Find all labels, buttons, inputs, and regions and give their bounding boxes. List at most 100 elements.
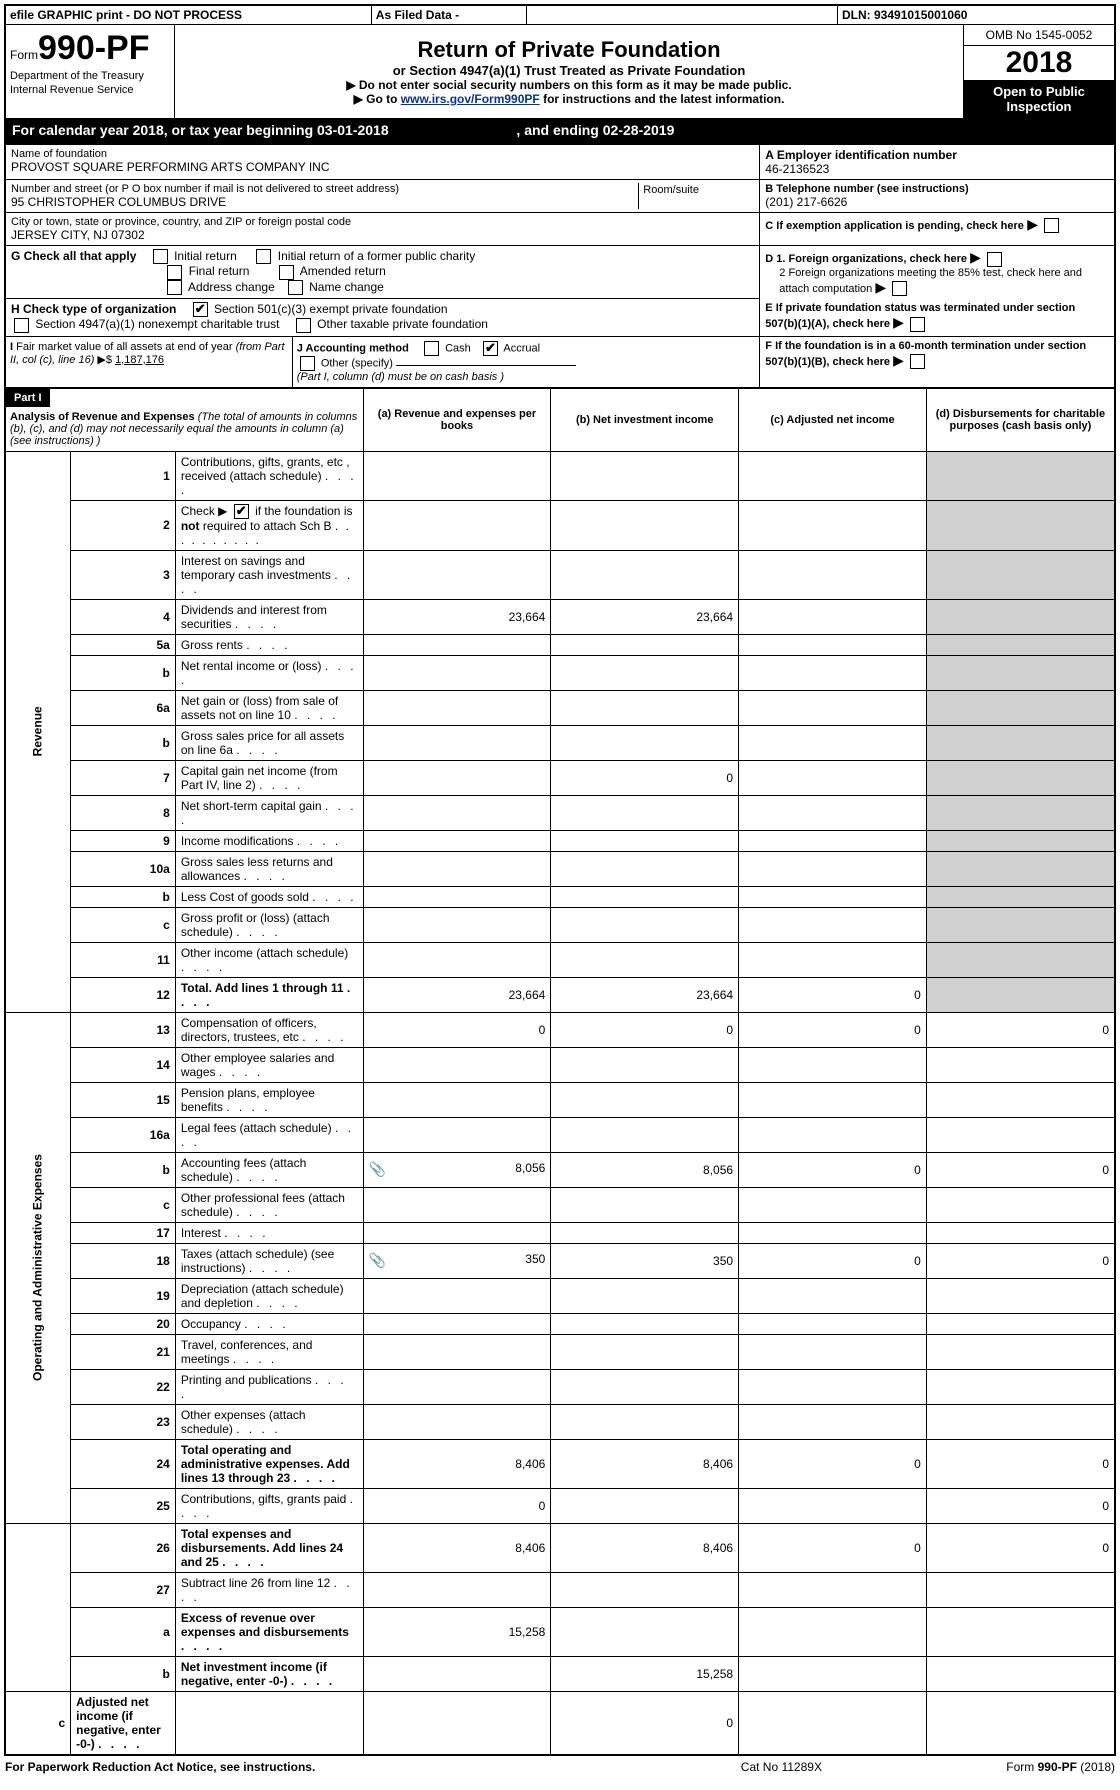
amt-cell	[551, 725, 739, 760]
row-number: 8	[71, 795, 176, 830]
amt-cell: 23,664	[551, 599, 739, 634]
amt-cell: 8,406	[363, 1523, 551, 1572]
g-amended: Amended return	[300, 264, 386, 278]
form-number: 990-PF	[38, 29, 150, 67]
h-other-checkbox[interactable]	[296, 318, 311, 333]
part1-row: 7Capital gain net income (from Part IV, …	[5, 760, 1115, 795]
attach-icon[interactable]: 📎	[369, 1252, 386, 1269]
part1-row: Revenue1Contributions, gifts, grants, et…	[5, 451, 1115, 500]
row-number: 2	[71, 500, 176, 550]
part1-row: bAccounting fees (attach schedule) . . .…	[5, 1152, 1115, 1187]
g-final: Final return	[189, 264, 250, 278]
amt-cell: 📎350	[363, 1243, 551, 1278]
col-a-header: (a) Revenue and expenses per books	[363, 388, 551, 451]
g-address-checkbox[interactable]	[167, 280, 182, 295]
d2-checkbox[interactable]	[892, 281, 907, 296]
g-initial-former-checkbox[interactable]	[256, 249, 271, 264]
row-desc: Gross sales less returns and allowances …	[175, 851, 363, 886]
amt-cell: 15,258	[363, 1607, 551, 1656]
amt-cell	[363, 1404, 551, 1439]
arrow-icon: ▶	[893, 314, 904, 330]
amt-cell	[926, 830, 1115, 851]
g-final-checkbox[interactable]	[167, 265, 182, 280]
g-amended-checkbox[interactable]	[279, 265, 294, 280]
amt-cell	[739, 1607, 927, 1656]
city-cell: City or town, state or province, country…	[5, 213, 760, 246]
col-d-header: (d) Disbursements for charitable purpose…	[926, 388, 1115, 451]
row-desc: Less Cost of goods sold . . . .	[175, 886, 363, 907]
d1-checkbox[interactable]	[987, 252, 1002, 267]
cal-end: 02-28-2019	[603, 122, 675, 138]
open-public-badge: Open to Public Inspection	[964, 80, 1114, 118]
h-501c3-checkbox[interactable]	[193, 302, 208, 317]
section-d-e-cell: D 1. Foreign organizations, check here ▶…	[760, 246, 1115, 337]
h-501c3: Section 501(c)(3) exempt private foundat…	[214, 302, 447, 316]
f-checkbox[interactable]	[910, 354, 925, 369]
amt-cell	[551, 1572, 739, 1607]
j-other-checkbox[interactable]	[300, 356, 315, 371]
part1-heading: Analysis of Revenue and Expenses	[10, 411, 195, 423]
row-desc: Capital gain net income (from Part IV, l…	[175, 760, 363, 795]
amt-cell	[363, 1656, 551, 1691]
attach-icon[interactable]: 📎	[369, 1161, 386, 1178]
row-desc: Interest on savings and temporary cash i…	[175, 550, 363, 599]
section-ij-cell: I Fair market value of all assets at end…	[5, 336, 760, 387]
form-990pf-page: efile GRAPHIC print - DO NOT PROCESS As …	[4, 4, 1116, 144]
row-number: 20	[71, 1313, 176, 1334]
row-number: 6a	[71, 690, 176, 725]
title-block: Return of Private Foundation or Section …	[175, 25, 964, 118]
phone-value: (201) 217-6626	[765, 195, 1109, 209]
amt-cell	[739, 1222, 927, 1243]
amt-cell	[926, 1082, 1115, 1117]
part1-row: 6aNet gain or (loss) from sale of assets…	[5, 690, 1115, 725]
form-id-block: Form990-PF Department of the Treasury In…	[6, 25, 175, 118]
row-number: c	[5, 1691, 71, 1755]
part1-row: 14Other employee salaries and wages . . …	[5, 1047, 1115, 1082]
amt-cell	[926, 1117, 1115, 1152]
amt-cell	[926, 655, 1115, 690]
arrow-icon: ▶	[1027, 216, 1038, 232]
amt-cell	[739, 1404, 927, 1439]
revenue-side-label: Revenue	[5, 451, 71, 1012]
amt-cell	[926, 725, 1115, 760]
amt-cell	[926, 795, 1115, 830]
cal-mid: , and ending	[516, 122, 602, 138]
amt-cell	[551, 1222, 739, 1243]
e-checkbox[interactable]	[910, 317, 925, 332]
g-initial-checkbox[interactable]	[153, 249, 168, 264]
j-cash-checkbox[interactable]	[424, 341, 439, 356]
row-desc: Total operating and administrative expen…	[175, 1439, 363, 1488]
row-desc: Other employee salaries and wages . . . …	[175, 1047, 363, 1082]
h-4947-checkbox[interactable]	[14, 318, 29, 333]
row-number: 4	[71, 599, 176, 634]
amt-cell: 0	[551, 760, 739, 795]
amt-cell	[739, 655, 927, 690]
amt-cell	[363, 830, 551, 851]
goto-pre: ▶ Go to	[354, 92, 401, 106]
row-number: 9	[71, 830, 176, 851]
schb-checkbox[interactable]	[234, 504, 249, 519]
amt-cell	[739, 795, 927, 830]
g-namechange-checkbox[interactable]	[288, 280, 303, 295]
j-accrual-checkbox[interactable]	[483, 341, 498, 356]
form-footer-no: 990-PF	[1038, 1760, 1077, 1774]
amt-cell	[175, 1691, 363, 1755]
part1-row: 9Income modifications . . . .	[5, 830, 1115, 851]
amt-cell	[926, 1187, 1115, 1222]
amt-cell	[363, 655, 551, 690]
part1-row: 15Pension plans, employee benefits . . .…	[5, 1082, 1115, 1117]
row-number: 3	[71, 550, 176, 599]
j-accrual: Accrual	[503, 342, 540, 354]
form-word: Form	[10, 48, 38, 62]
part1-row: 21Travel, conferences, and meetings . . …	[5, 1334, 1115, 1369]
goto-note: ▶ Go to www.irs.gov/Form990PF for instru…	[181, 92, 957, 106]
ein-value: 46-2136523	[765, 162, 1109, 176]
amt-cell	[551, 942, 739, 977]
amt-cell	[551, 1607, 739, 1656]
amt-cell	[363, 886, 551, 907]
amt-cell	[739, 725, 927, 760]
irs-link[interactable]: www.irs.gov/Form990PF	[401, 92, 540, 106]
amt-cell	[363, 942, 551, 977]
amt-cell: 0	[363, 1012, 551, 1047]
c-checkbox[interactable]	[1044, 218, 1059, 233]
